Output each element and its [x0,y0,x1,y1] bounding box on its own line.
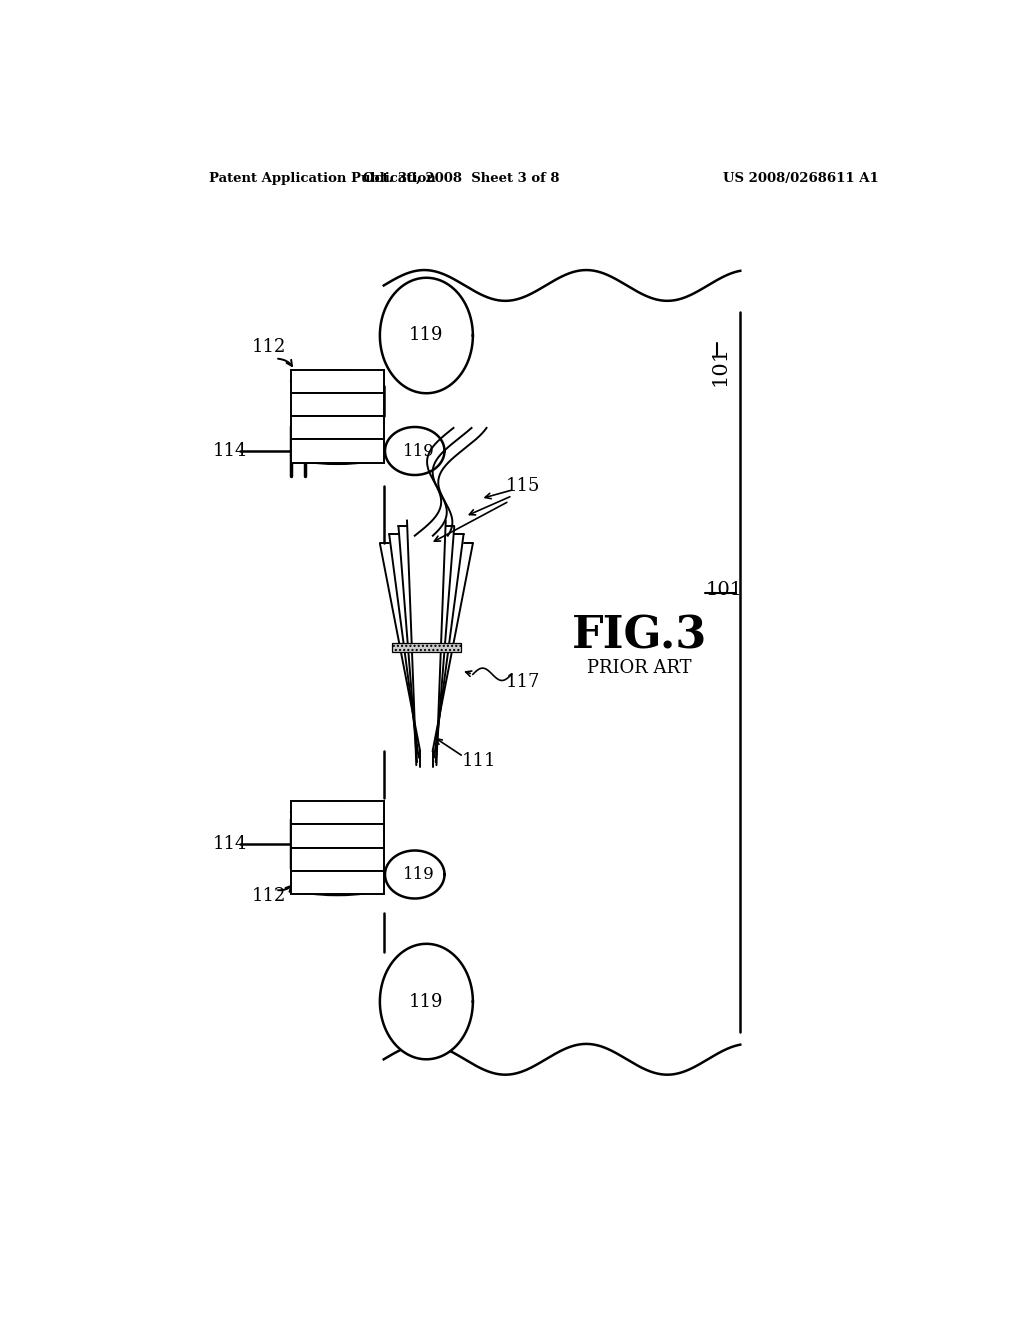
Text: 114: 114 [213,442,248,459]
Text: 101: 101 [706,581,742,598]
Text: 111: 111 [461,751,496,770]
Text: 112: 112 [252,338,287,356]
Text: 119: 119 [410,326,443,345]
Bar [291,393,384,416]
Bar [291,847,384,871]
Text: Patent Application Publication: Patent Application Publication [209,173,436,185]
Polygon shape [385,426,444,475]
Text: 119: 119 [410,993,443,1011]
Bar [291,801,384,825]
Text: 119: 119 [402,866,434,883]
Text: 115: 115 [506,477,541,495]
Polygon shape [380,277,473,393]
Text: 114: 114 [213,834,248,853]
Text: US 2008/0268611 A1: US 2008/0268611 A1 [723,173,879,185]
Text: 112: 112 [252,887,287,906]
Text: PRIOR ART: PRIOR ART [587,659,692,677]
Text: 119: 119 [402,442,434,459]
Polygon shape [380,944,473,1059]
Bar [291,825,384,847]
Bar [291,440,384,462]
Bar [291,370,384,393]
Bar [391,643,461,652]
Bar [291,416,384,440]
Text: 117: 117 [506,673,541,690]
Polygon shape [385,850,444,899]
Bar [291,871,384,894]
Text: Oct. 30, 2008  Sheet 3 of 8: Oct. 30, 2008 Sheet 3 of 8 [362,173,559,185]
Text: FIG.3: FIG.3 [571,614,708,657]
Text: 101: 101 [711,346,730,387]
